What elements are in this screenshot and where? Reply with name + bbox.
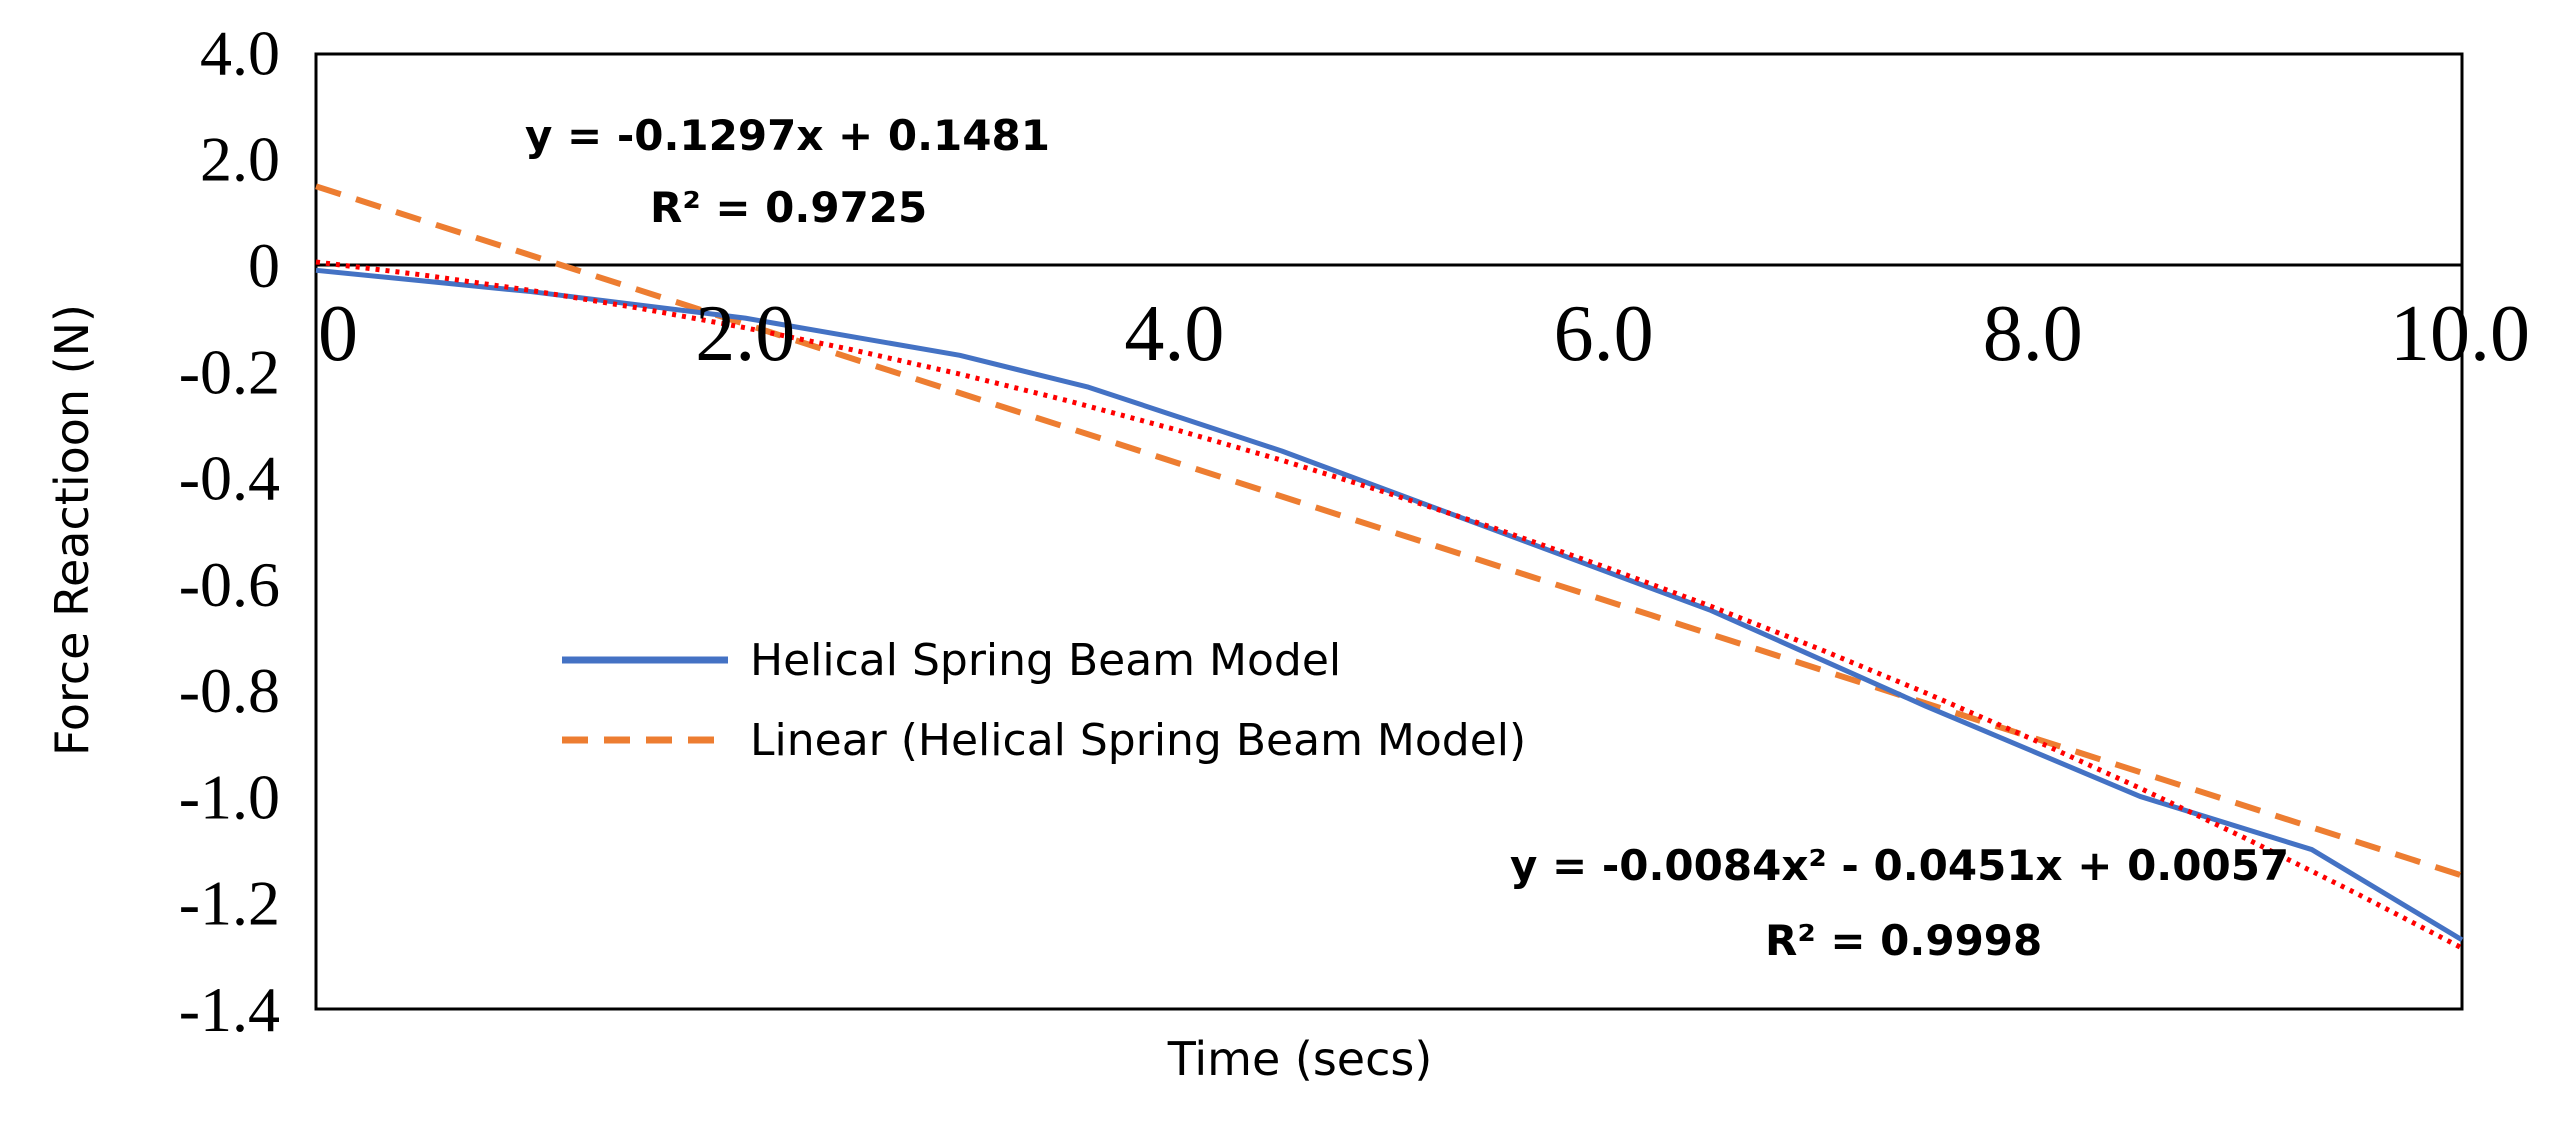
legend: Helical Spring Beam Model Linear (Helica…: [562, 635, 1526, 766]
y-tick-label-6: -1.2: [179, 868, 280, 939]
x-tick-label-2: 4.0: [1124, 290, 1224, 378]
y-tick-label-5: -1.0: [179, 761, 280, 832]
y-tick-label-2: -0.4: [179, 443, 280, 514]
y-tick-label-3: -0.6: [179, 549, 280, 620]
series-line-1: [315, 267, 2464, 943]
x-tick-label-1: 2.0: [695, 290, 795, 378]
y-tick-labels: 0 -0.2 -0.4 -0.6 -0.8 -1.0 -1.2 -1.4: [179, 230, 280, 1045]
y-tick-label-7: -1.4: [179, 974, 280, 1045]
y-axis-title: Force Reactioon (N): [45, 304, 99, 756]
series-line-3: [315, 259, 2464, 951]
y-upper-tick-label-1: 4.0: [200, 17, 280, 88]
plot-frame: [314, 52, 2464, 1011]
x-tick-label-5: 10.0: [2390, 290, 2530, 378]
x-axis-title: Time (secs): [1167, 1032, 1433, 1086]
x-tick-label-4: 8.0: [1983, 290, 2083, 378]
y-upper-tick-labels: 2.0 4.0: [200, 17, 280, 194]
series-layer: [315, 183, 2464, 951]
y-tick-label-0: 0: [248, 230, 280, 301]
legend-label-series-2: Linear (Helical Spring Beam Model): [750, 715, 1526, 766]
poly-r-squared: R² = 0.9998: [1765, 916, 2042, 965]
linear-equation: y = -0.1297x + 0.1481: [525, 111, 1050, 160]
y-tick-label-1: -0.2: [179, 336, 280, 407]
poly-equation: y = -0.0084x² - 0.0451x + 0.0057: [1510, 841, 2289, 890]
y-upper-tick-label-0: 2.0: [200, 124, 280, 195]
x-tick-label-3: 6.0: [1554, 290, 1654, 378]
y-tick-label-4: -0.8: [179, 655, 280, 726]
x-tick-label-0: 0: [318, 290, 358, 378]
x-tick-labels: 0 2.0 4.0 6.0 8.0 10.0: [318, 290, 2530, 378]
legend-label-series-1: Helical Spring Beam Model: [750, 635, 1341, 686]
linear-r-squared: R² = 0.9725: [650, 183, 927, 232]
